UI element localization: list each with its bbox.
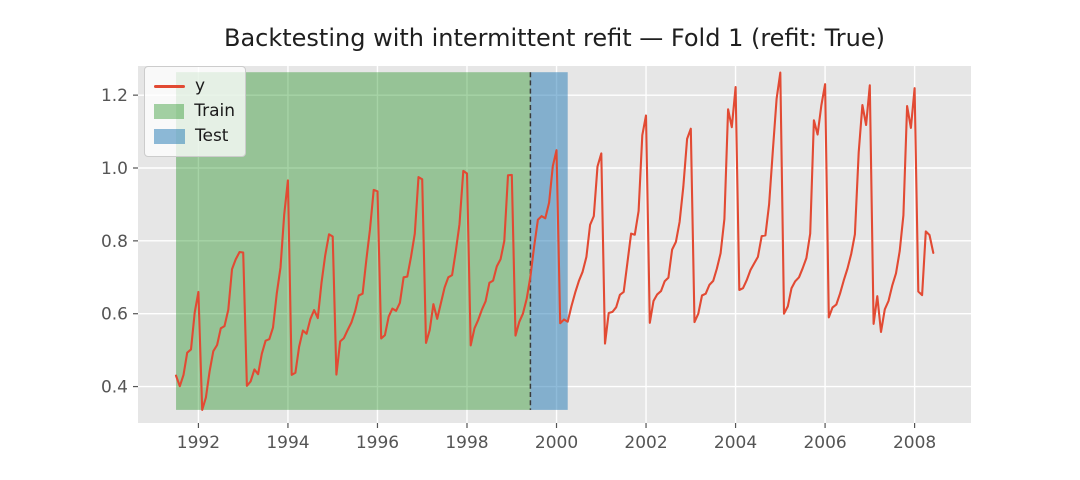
- svg-text:2004: 2004: [714, 433, 757, 453]
- legend-item-y: y: [154, 74, 235, 99]
- svg-text:1998: 1998: [445, 433, 488, 453]
- svg-text:0.6: 0.6: [101, 305, 128, 325]
- legend-item-train: Train: [154, 99, 235, 124]
- y-axis-tick-labels: 0.4 0.6 0.8 1.0 1.2: [101, 86, 128, 397]
- svg-text:1992: 1992: [177, 433, 220, 453]
- svg-text:0.8: 0.8: [101, 232, 128, 252]
- legend-label-train: Train: [194, 101, 235, 121]
- legend-label-test: Test: [195, 126, 229, 146]
- test-span-band: [530, 72, 568, 410]
- legend-item-test: Test: [154, 124, 235, 149]
- svg-text:2000: 2000: [535, 433, 578, 453]
- legend: y Train Test: [144, 66, 246, 157]
- svg-text:1996: 1996: [356, 433, 399, 453]
- train-patch-swatch-icon: [154, 104, 185, 119]
- svg-text:2006: 2006: [803, 433, 846, 453]
- svg-text:1.2: 1.2: [101, 86, 128, 106]
- legend-label-y: y: [195, 76, 206, 96]
- svg-text:2008: 2008: [893, 433, 936, 453]
- test-patch-swatch-icon: [154, 129, 185, 144]
- x-axis-tick-labels: 1992 1994 1996 1998 2000 2002 2004 2006 2008: [177, 433, 936, 453]
- series-line-swatch-icon: [154, 85, 185, 88]
- svg-text:2002: 2002: [624, 433, 667, 453]
- svg-text:1994: 1994: [266, 433, 309, 453]
- svg-text:1.0: 1.0: [101, 159, 128, 179]
- chart-title: Backtesting with intermittent refit — Fo…: [223, 24, 886, 52]
- series-line-y: [174, 71, 935, 411]
- svg-text:0.4: 0.4: [101, 378, 128, 398]
- axis-tick-marks: [133, 94, 916, 428]
